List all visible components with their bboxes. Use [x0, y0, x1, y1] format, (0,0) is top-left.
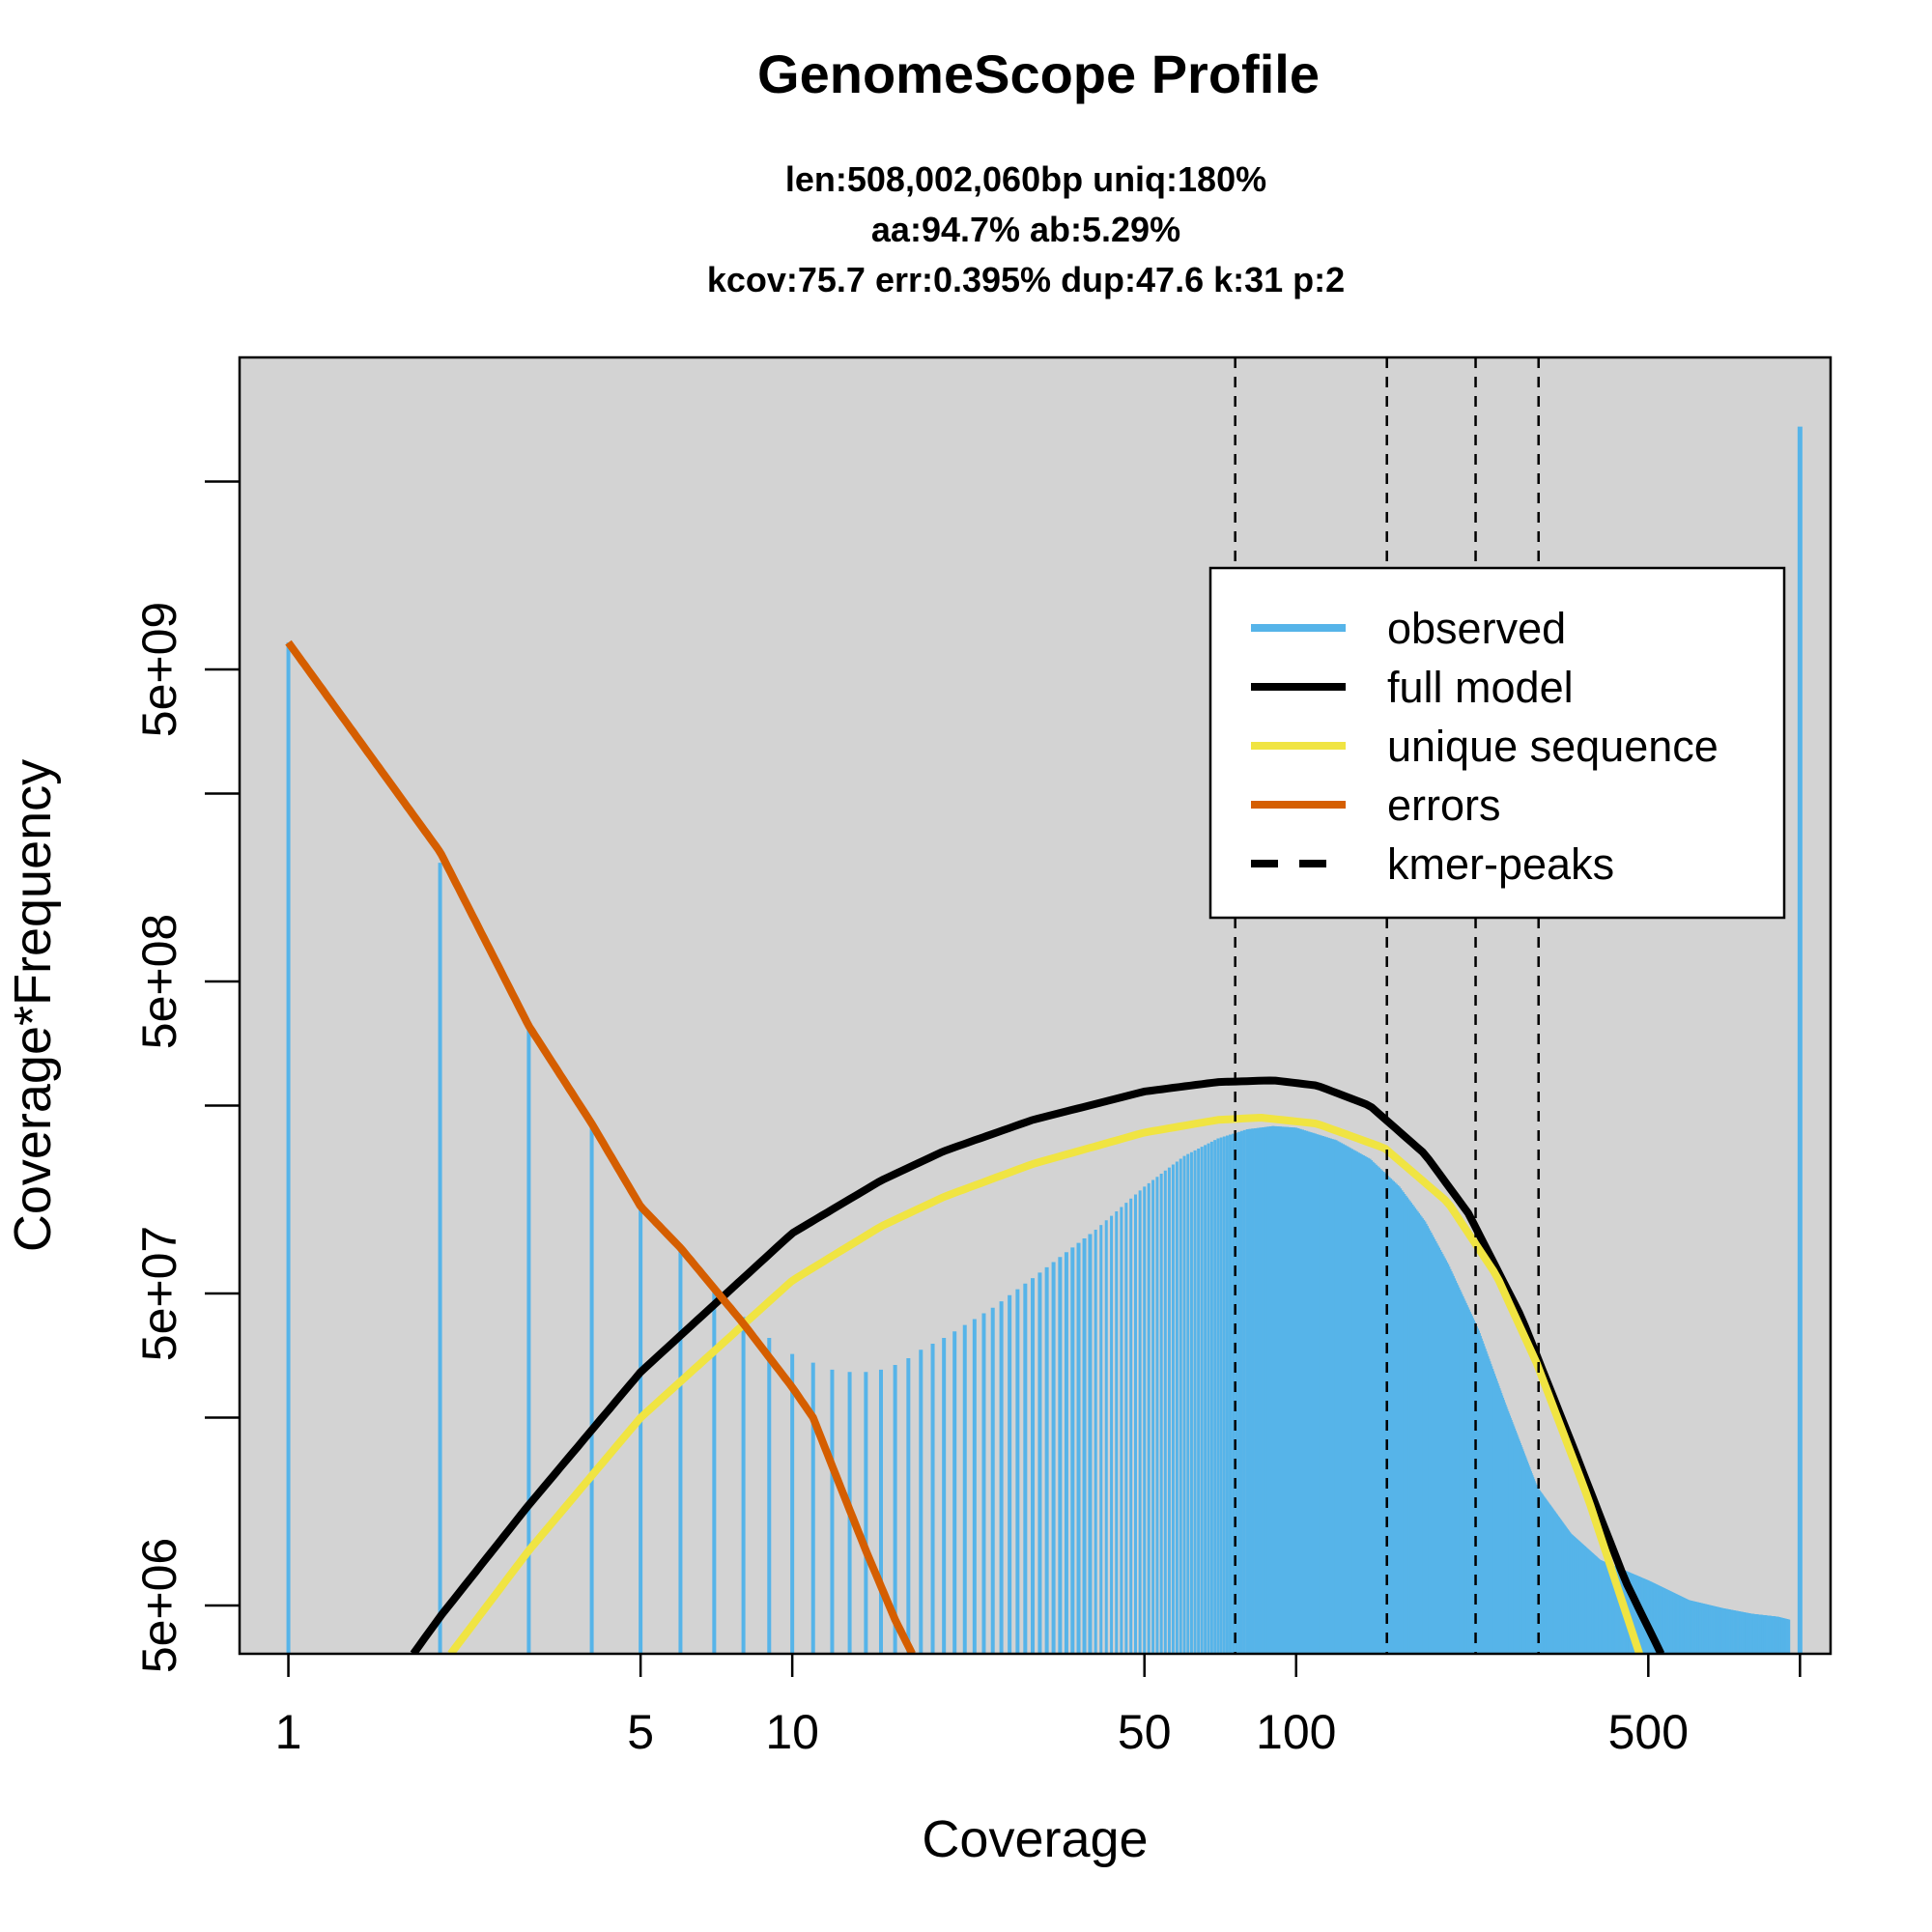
legend-label-kmer-peaks: kmer-peaks [1387, 839, 1614, 889]
x-tick-label: 50 [1118, 1705, 1172, 1759]
x-tick-label: 10 [765, 1705, 819, 1759]
series-observed [286, 426, 1803, 1654]
plot-content [285, 357, 1803, 1654]
legend-label-observed: observed [1387, 604, 1566, 653]
series-unique-sequence-line [447, 1114, 1643, 1654]
y-axis: 5e+06 5e+07 5e+08 5e+09 [132, 480, 240, 1673]
y-tick-label: 5e+09 [132, 602, 186, 737]
legend-label-errors: errors [1387, 781, 1501, 830]
series-full-model-line [410, 1076, 1665, 1654]
x-tick-label: 500 [1608, 1705, 1689, 1759]
legend-label-unique-sequence: unique sequence [1387, 722, 1719, 771]
chart-subtitle-line-3: kcov:75.7 err:0.395% dup:47.6 k:31 p:2 [707, 260, 1345, 299]
chart-subtitle-line-1: len:508,002,060bp uniq:180% [785, 159, 1266, 199]
legend-label-full-model: full model [1387, 663, 1574, 712]
x-tick-label: 1 [275, 1705, 302, 1759]
chart-title: GenomeScope Profile [757, 43, 1320, 104]
x-tick-label: 5 [627, 1705, 654, 1759]
y-tick-label: 5e+07 [132, 1226, 186, 1361]
x-tick-label: 100 [1256, 1705, 1336, 1759]
y-tick-label: 5e+06 [132, 1538, 186, 1673]
plot-frame [238, 355, 1833, 1656]
plot-area [240, 357, 1831, 1654]
series-errors-line [285, 639, 916, 1654]
chart-subtitle-line-2: aa:94.7% ab:5.29% [871, 210, 1180, 249]
x-axis: 1 5 10 50 100 500 [275, 1654, 1802, 1759]
y-tick-label: 5e+08 [132, 914, 186, 1049]
x-axis-label: Coverage [922, 1810, 1148, 1868]
y-axis-label: Coverage*Frequency [4, 759, 62, 1252]
legend: observed full model unique sequence errors k… [1208, 566, 1786, 920]
